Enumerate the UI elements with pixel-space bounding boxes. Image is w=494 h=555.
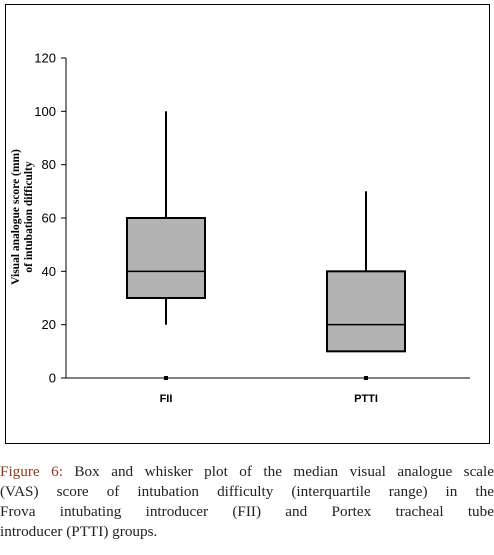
y-tick-label: 40 bbox=[42, 264, 56, 279]
caption-line-4: introducer (PTTI) groups. bbox=[0, 523, 158, 540]
y-tick-label: 120 bbox=[34, 51, 56, 66]
box-plot-chart: 0 20 40 60 80 100 120 FII PTTI Visual analogue … bbox=[10, 51, 470, 405]
y-tick-label: 100 bbox=[34, 104, 56, 119]
interquartile-box bbox=[326, 270, 406, 353]
caption-line-2: (VAS) score of intubation difficulty (in… bbox=[0, 483, 494, 500]
y-tick-label: 0 bbox=[49, 371, 56, 386]
y-tick-label: 20 bbox=[42, 317, 56, 332]
x-axis: FII PTTI bbox=[66, 377, 470, 405]
y-axis-label-line-2: of intubation difficulty bbox=[23, 161, 35, 272]
figure-frame bbox=[5, 4, 490, 444]
caption-line-3: Frova intubating introducer (FII) and Po… bbox=[0, 503, 494, 520]
category-label-fii: FII bbox=[160, 393, 173, 405]
caption-text-1: Box and whisker plot of the median visua… bbox=[62, 463, 494, 480]
box-ptti bbox=[326, 191, 406, 380]
y-tick-label: 80 bbox=[42, 157, 56, 172]
interquartile-box bbox=[126, 217, 206, 299]
y-tick-label: 60 bbox=[42, 211, 56, 226]
caption-line-1: Figure 6: Box and whisker plot of the me… bbox=[0, 462, 494, 482]
y-axis: 0 20 40 60 80 100 120 bbox=[34, 51, 67, 386]
figure-caption: Figure 6: Box and whisker plot of the me… bbox=[0, 462, 494, 542]
box-fii bbox=[126, 111, 206, 380]
figure-label: Figure 6: bbox=[0, 463, 63, 480]
category-label-ptti: PTTI bbox=[354, 393, 378, 405]
box-series bbox=[126, 111, 406, 380]
y-axis-label-line-1: Visual analogue score (mm) bbox=[10, 149, 22, 285]
